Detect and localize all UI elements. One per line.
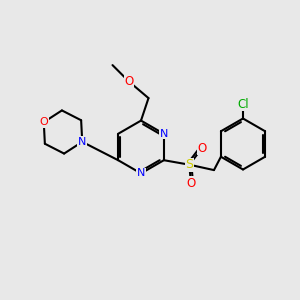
Text: O: O bbox=[39, 117, 48, 127]
Text: S: S bbox=[185, 158, 194, 171]
Text: O: O bbox=[186, 177, 196, 190]
Text: Cl: Cl bbox=[237, 98, 249, 111]
Text: O: O bbox=[197, 142, 207, 155]
Text: N: N bbox=[160, 129, 168, 139]
Text: N: N bbox=[78, 137, 86, 147]
Text: O: O bbox=[124, 75, 134, 88]
Text: N: N bbox=[137, 168, 145, 178]
